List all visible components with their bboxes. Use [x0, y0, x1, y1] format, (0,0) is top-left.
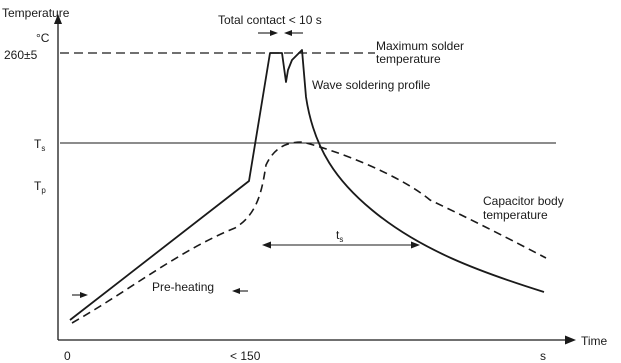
preheat-left-arrowhead	[80, 292, 88, 298]
preheating-label: Pre-heating	[152, 280, 214, 294]
total-contact-right-arrowhead	[284, 30, 292, 36]
x-end-unit-label: s	[540, 349, 546, 363]
tp-tick-label: Tp	[34, 179, 46, 195]
ts-span-left-arrowhead	[262, 241, 271, 249]
tp-tick-letter: T	[34, 179, 42, 193]
max-solder-label-line2: temperature	[376, 52, 441, 66]
ts-span-right-arrowhead	[411, 241, 420, 249]
wave-profile-label: Wave soldering profile	[312, 78, 431, 92]
y-axis-arrowhead	[54, 14, 62, 24]
ts-tick-subscript: s	[41, 144, 45, 153]
x-axis-arrowhead	[565, 335, 576, 345]
capacitor-label-line1: Capacitor body	[483, 194, 564, 208]
total-contact-label: Total contact < 10 s	[218, 13, 322, 27]
wave-soldering-profile-curve	[69, 49, 545, 321]
x-origin-label: 0	[64, 349, 71, 363]
max-solder-label-line1: Maximum solder	[376, 39, 464, 53]
ts-tick-letter: T	[34, 137, 42, 151]
tp-tick-subscript: p	[41, 186, 46, 195]
ts-span-letter: t	[336, 228, 340, 242]
max-temp-tick-label: 260±5	[4, 48, 38, 62]
y-axis-title: Temperature	[2, 6, 70, 20]
x-preheat-end-label: < 150	[230, 349, 261, 363]
ts-tick-label: Ts	[34, 137, 45, 153]
y-axis-unit: °C	[36, 31, 50, 45]
capacitor-label-line2: temperature	[483, 208, 548, 222]
ts-span-label: ts	[336, 228, 343, 244]
preheat-right-arrowhead	[232, 288, 240, 294]
x-axis-title: Time	[581, 334, 608, 348]
capacitor-body-temperature-curve	[71, 141, 547, 324]
total-contact-left-arrowhead	[270, 30, 278, 36]
ts-span-subscript: s	[339, 235, 343, 244]
